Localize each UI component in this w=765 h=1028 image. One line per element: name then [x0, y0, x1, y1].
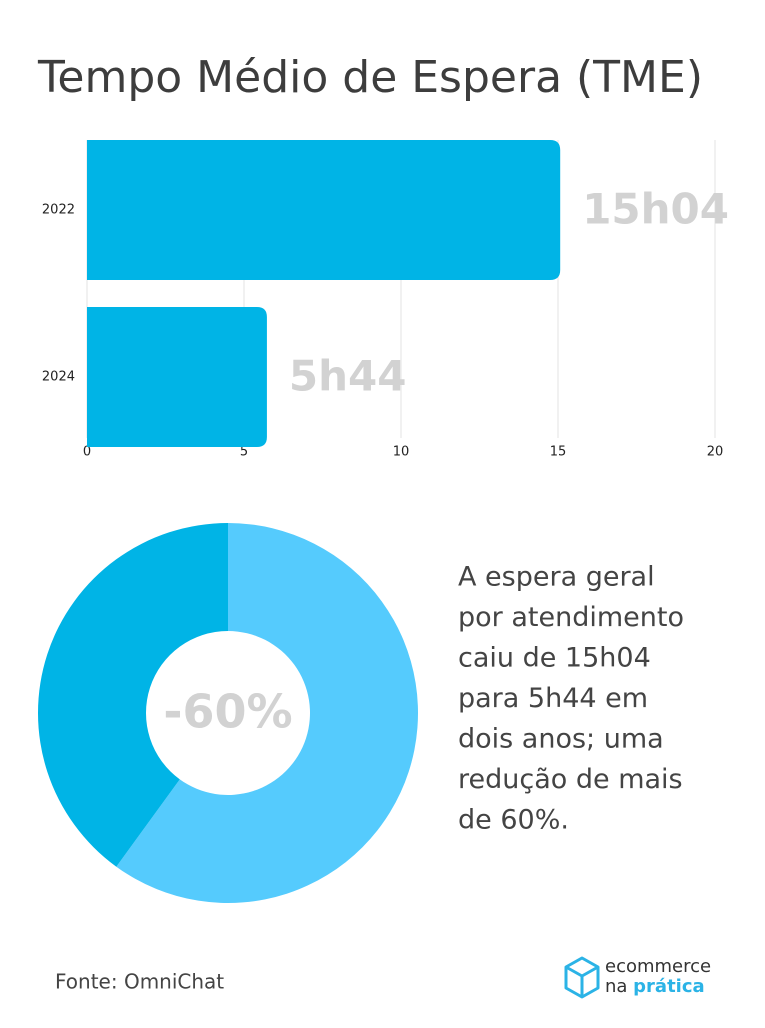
description-line: caiu de 15h04: [458, 643, 651, 674]
x-tick-label: 10: [393, 445, 410, 460]
bar: [87, 307, 267, 447]
description-line: A espera geral: [458, 562, 655, 593]
value-label: 5h44: [289, 352, 407, 401]
description-line: para 5h44 em: [458, 683, 648, 714]
logo: ecommerce na prática: [564, 956, 711, 999]
bar: [87, 140, 561, 280]
x-tick-label: 15: [550, 445, 567, 460]
value-label: 15h04: [582, 185, 729, 234]
logo-text: na: [605, 976, 633, 997]
logo-text: ecommerce: [605, 956, 711, 977]
logo-text: na prática: [605, 976, 705, 997]
description-line: de 60%.: [458, 805, 569, 836]
donut-segment: [116, 523, 418, 903]
description-line: por atendimento: [458, 602, 684, 633]
y-tick-label: 2024: [42, 370, 75, 385]
y-tick-label: 2022: [42, 203, 75, 218]
center-label: -60%: [163, 685, 292, 739]
x-tick-label: 5: [240, 445, 248, 460]
logo-text: prática: [633, 976, 705, 997]
x-tick-label: 0: [83, 445, 91, 460]
chart-title: Tempo Médio de Espera (TME): [37, 52, 703, 103]
logo-icon: [564, 956, 600, 999]
donut-segment: [37, 523, 228, 867]
source: Fonte: OmniChat: [55, 970, 224, 994]
description-line: redução de mais: [458, 764, 683, 795]
description-line: dois anos; uma: [458, 724, 664, 755]
x-tick-label: 20: [707, 445, 724, 460]
